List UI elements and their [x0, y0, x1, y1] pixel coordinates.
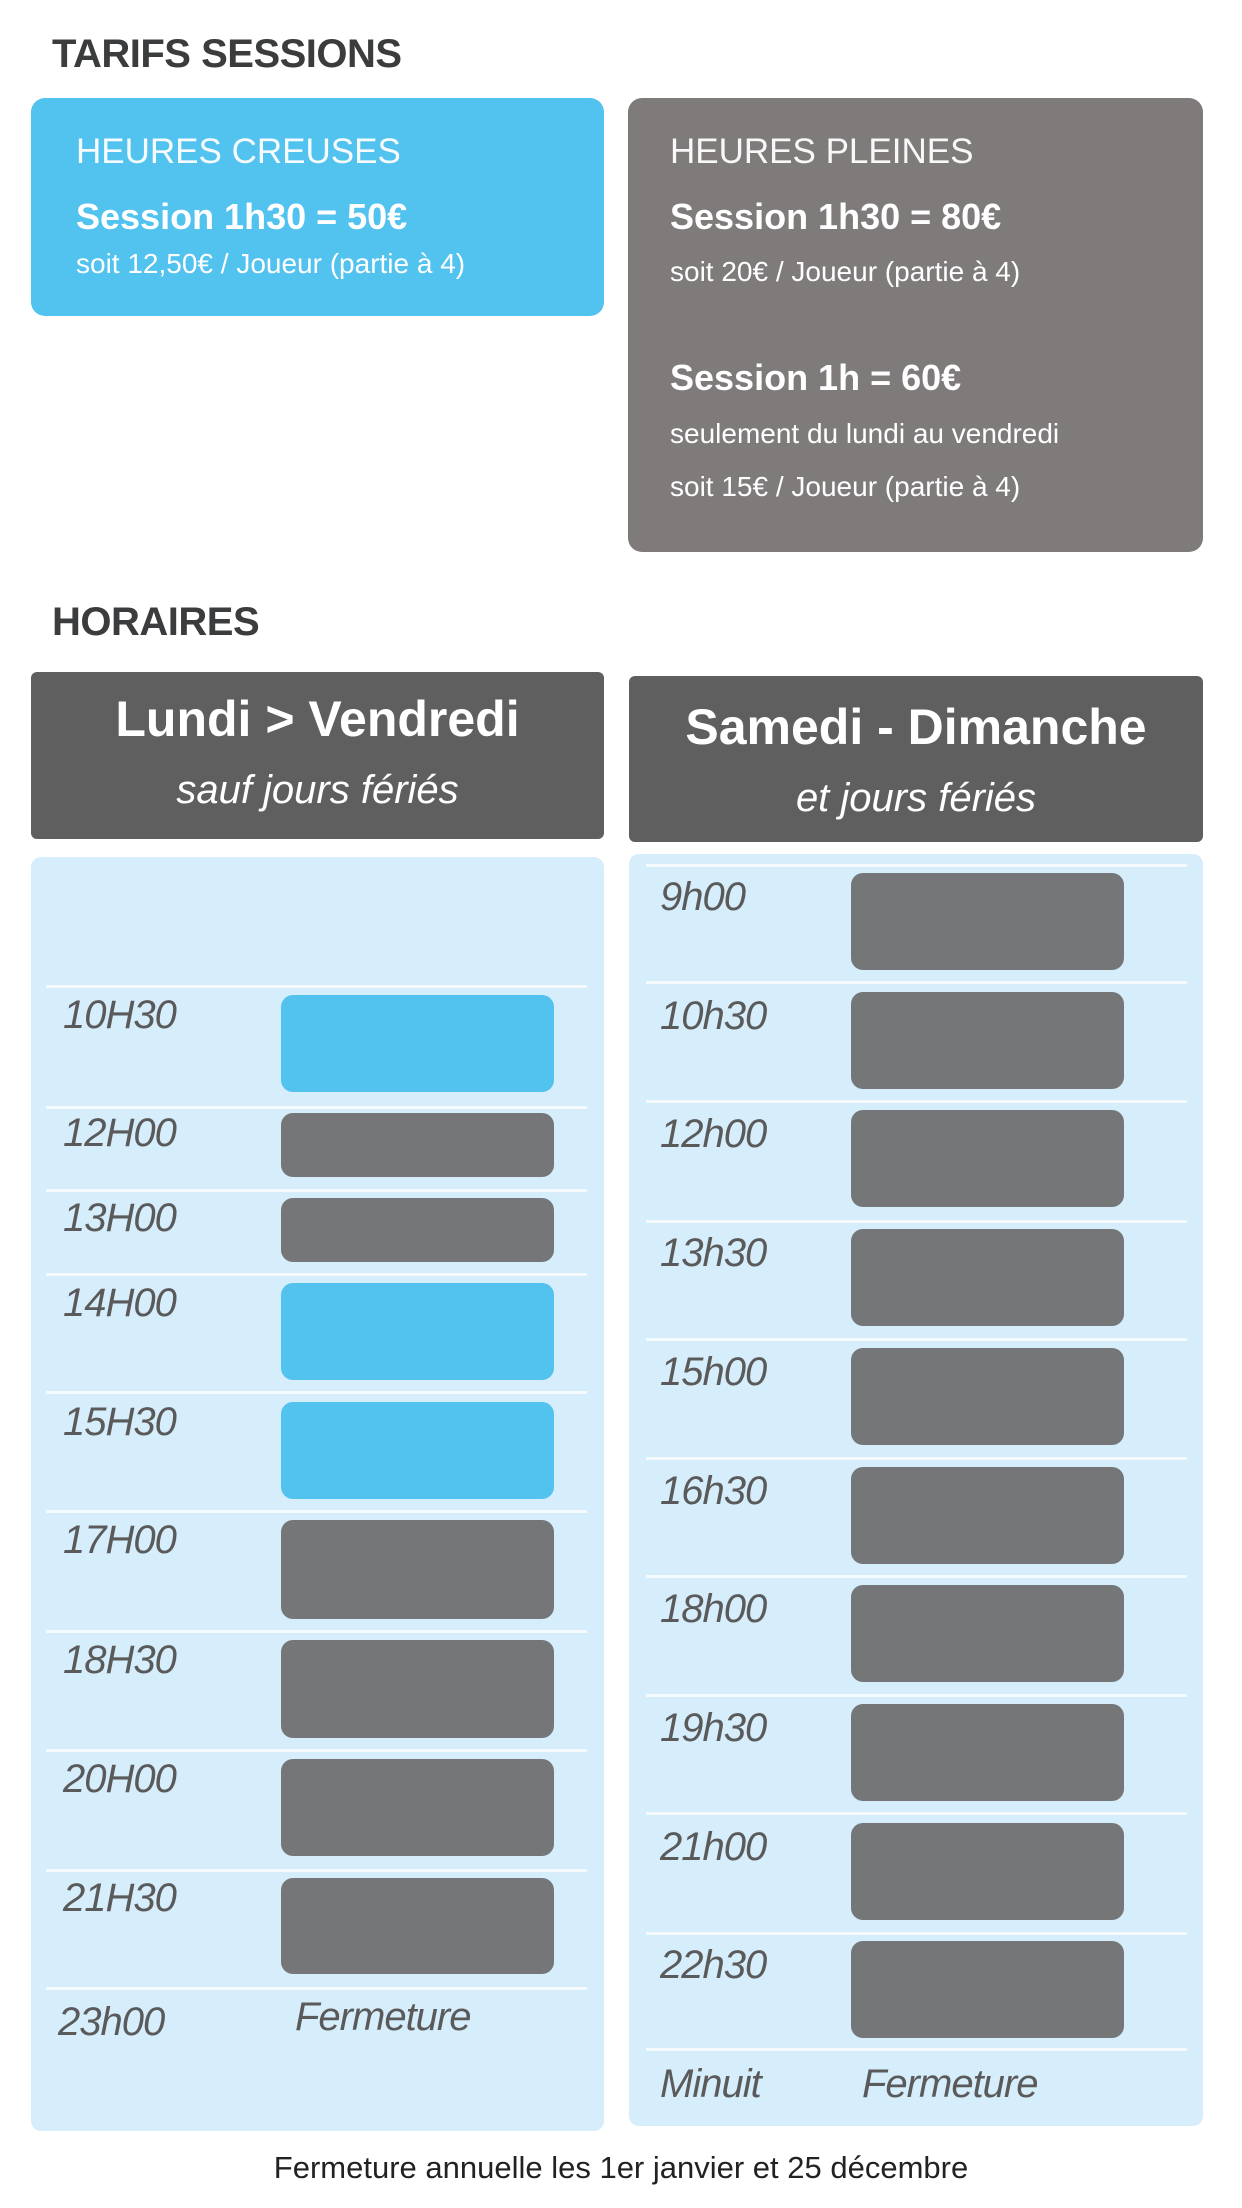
slot-time: 13H00: [63, 1196, 177, 1240]
slot-time: 15h00: [660, 1349, 767, 1394]
heures-creuses-card: HEURES CREUSES Session 1h30 = 50€ soit 1…: [31, 98, 604, 316]
closing-label: Fermeture: [862, 2062, 1038, 2106]
row-divider: [46, 1749, 587, 1752]
slot-pleines: [851, 1941, 1124, 2039]
weekday-title: Lundi > Vendredi: [115, 691, 520, 747]
slot-pleines: [281, 1113, 554, 1177]
row-divider: [646, 1812, 1187, 1815]
pleines-session-1: Session 1h30 = 80€: [670, 196, 1002, 237]
creuses-detail: soit 12,50€ / Joueur (partie à 4): [76, 248, 466, 279]
row-divider: [46, 985, 587, 988]
horaires-title: HORAIRES: [52, 600, 260, 644]
row-divider: [646, 1457, 1187, 1460]
row-divider: [46, 1630, 587, 1633]
slot-time: 13h30: [660, 1231, 767, 1276]
slot-time: 21H30: [63, 1876, 177, 1920]
slot-time: 14H00: [63, 1281, 177, 1325]
slot-pleines: [281, 1198, 554, 1262]
row-divider: [646, 1932, 1187, 1935]
slot-pleines: [851, 1229, 1124, 1327]
creuses-label: HEURES CREUSES: [76, 132, 401, 171]
heures-pleines-card: HEURES PLEINES Session 1h30 = 80€ soit 2…: [628, 98, 1203, 552]
slot-pleines: [851, 1585, 1124, 1683]
row-divider: [46, 1391, 587, 1394]
slot-pleines: [851, 1822, 1124, 1920]
row-divider: [46, 1273, 587, 1276]
slot-time: 12H00: [63, 1111, 177, 1155]
slot-pleines: [851, 1110, 1124, 1208]
slot-time: 10H30: [63, 993, 177, 1037]
pleines-label: HEURES PLEINES: [670, 132, 974, 171]
slot-pleines: [851, 873, 1124, 970]
slot-time: 22h30: [660, 1943, 767, 1988]
slot-pleines: [851, 1466, 1124, 1564]
row-divider: [646, 864, 1187, 867]
slot-pleines: [281, 1759, 554, 1856]
pleines-note-2: seulement du lundi au vendredi: [670, 418, 1060, 449]
slot-time: 19h30: [660, 1705, 767, 1750]
slot-pleines: [281, 1878, 554, 1974]
pleines-detail-2: soit 15€ / Joueur (partie à 4): [670, 471, 1021, 502]
tarifs-title: TARIFS SESSIONS: [52, 32, 402, 76]
annual-closing-note: Fermeture annuelle les 1er janvier et 25…: [273, 2150, 969, 2185]
weekend-title: Samedi - Dimanche: [685, 699, 1147, 755]
weekday-subtitle: sauf jours fériés: [176, 768, 459, 812]
row-divider: [46, 1106, 587, 1109]
slot-time: 16h30: [660, 1468, 767, 1513]
slot-pleines: [851, 1347, 1124, 1445]
slot-time: 18h00: [660, 1587, 767, 1632]
pleines-session-2: Session 1h = 60€: [670, 357, 962, 398]
slot-time: 10h30: [660, 993, 767, 1038]
creuses-session: Session 1h30 = 50€: [76, 196, 408, 237]
slot-pleines: [281, 1640, 554, 1738]
row-divider: [646, 1338, 1187, 1341]
closing-time: Minuit: [660, 2062, 762, 2106]
weekend-header: Samedi - Dimanche et jours fériés: [629, 676, 1203, 842]
row-divider: [46, 1869, 587, 1872]
slot-pleines: [851, 1703, 1124, 1801]
slot-pleines: [281, 1520, 554, 1619]
closing-time: 23h00: [58, 2000, 165, 2044]
row-divider: [46, 1510, 587, 1513]
row-divider: [646, 981, 1187, 984]
slot-creuses: [281, 1283, 554, 1380]
slot-pleines: [851, 991, 1124, 1089]
slot-time: 17H00: [63, 1518, 177, 1562]
slot-time: 20H00: [63, 1757, 177, 1801]
row-divider: [646, 1100, 1187, 1103]
pleines-detail-1: soit 20€ / Joueur (partie à 4): [670, 256, 1021, 287]
row-divider: [46, 1987, 587, 1990]
weekday-header: Lundi > Vendredi sauf jours fériés: [31, 672, 604, 839]
slot-creuses: [281, 995, 554, 1092]
slot-time: 9h00: [660, 875, 746, 919]
row-divider: [646, 1220, 1187, 1223]
closing-label: Fermeture: [295, 1995, 471, 2039]
slot-time: 15H30: [63, 1400, 177, 1444]
weekend-subtitle: et jours fériés: [795, 776, 1037, 820]
row-divider: [646, 1575, 1187, 1578]
slot-time: 12h00: [660, 1112, 767, 1157]
row-divider: [46, 1189, 587, 1192]
slot-time: 18H30: [63, 1638, 177, 1682]
slot-time: 21h00: [660, 1824, 767, 1869]
slot-creuses: [281, 1402, 554, 1499]
row-divider: [646, 1694, 1187, 1697]
row-divider: [646, 2048, 1187, 2051]
